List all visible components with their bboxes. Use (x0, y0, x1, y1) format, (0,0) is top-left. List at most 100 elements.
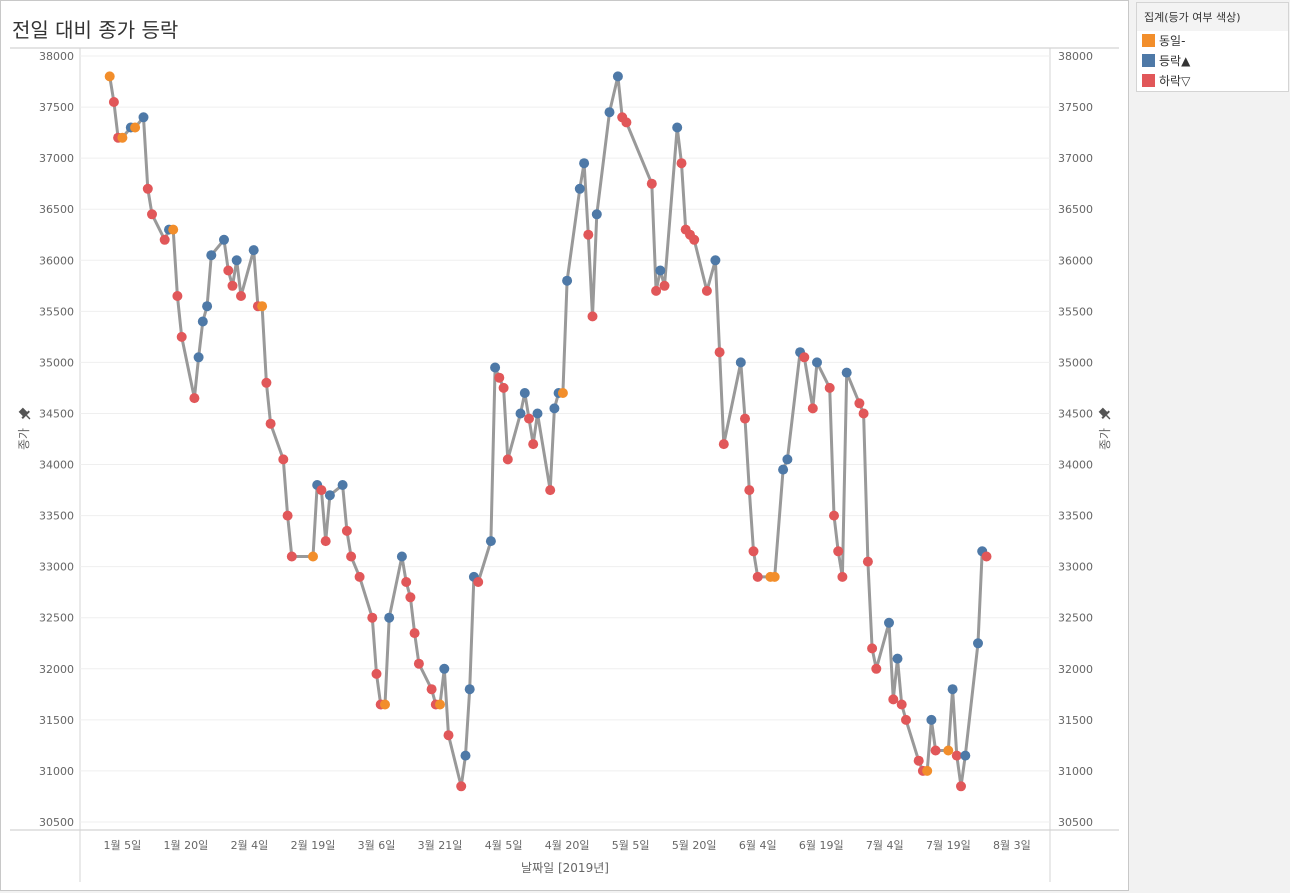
legend-label-same: 동일- (1159, 34, 1186, 48)
data-point-down (528, 439, 539, 450)
data-point-up (549, 403, 560, 414)
x-tick-label: 2월 4일 (231, 838, 269, 852)
y-tick-label-right: 33000 (1058, 561, 1093, 574)
data-point-up (532, 408, 543, 419)
data-point-same (943, 745, 954, 756)
pin-icon (18, 407, 31, 420)
data-point-same (130, 122, 141, 133)
y-axis-title-left-text: 종가 (17, 428, 31, 450)
data-point-down (824, 382, 835, 393)
data-point-down (494, 372, 505, 383)
data-point-same (922, 765, 933, 776)
data-point-down (147, 209, 157, 220)
x-tick-label: 1월 5일 (103, 838, 141, 852)
data-point-up (574, 183, 585, 194)
data-point-up (960, 750, 971, 761)
data-point-same (308, 551, 318, 562)
y-tick-label-right: 35500 (1058, 305, 1093, 318)
data-point-down (405, 592, 416, 603)
legend-label-up: 등락▲ (1159, 54, 1191, 68)
series-line (108, 74, 988, 788)
y-tick-label-left: 33000 (39, 561, 74, 574)
data-point-up (710, 255, 721, 266)
data-point-down (456, 781, 467, 792)
data-point-up (778, 464, 789, 475)
data-point-up (197, 316, 208, 327)
data-point-down (371, 668, 382, 679)
y-axis-title-right: 종가 (1098, 428, 1112, 450)
data-point-up (485, 536, 496, 547)
data-point-down (718, 439, 729, 450)
data-point-up (384, 612, 395, 623)
data-point-down (583, 229, 594, 240)
x-tick-label: 6월 4일 (739, 838, 777, 852)
x-tick-label: 5월 20일 (672, 838, 717, 852)
data-point-up (782, 454, 793, 465)
data-point-down (108, 97, 119, 107)
data-point-up (193, 352, 204, 363)
legend-item-same[interactable]: 동일- (1137, 31, 1288, 51)
data-point-down (867, 643, 878, 654)
legend: 집계(등가 여부 색상) 동일- 등락▲ 하락▽ (1136, 2, 1289, 92)
x-tick-label: 4월 20일 (545, 838, 590, 852)
y-tick-label-left: 35500 (39, 305, 74, 318)
y-tick-label-left: 38000 (39, 50, 74, 63)
x-axis-title: 날짜일 [2019년] (521, 861, 609, 875)
y-tick-label-left: 34000 (39, 459, 74, 472)
legend-item-up[interactable]: 등락▲ (1137, 51, 1288, 71)
legend-title: 집계(등가 여부 색상) (1137, 3, 1288, 31)
data-point-down (871, 663, 882, 674)
y-tick-label-right: 32000 (1058, 663, 1093, 676)
data-point-down (341, 525, 352, 536)
data-point-down (659, 280, 670, 291)
data-point-down (223, 265, 234, 276)
data-point-down (888, 694, 899, 705)
data-point-down (956, 781, 966, 792)
data-point-down (172, 291, 183, 301)
data-point-down (401, 577, 412, 587)
data-point-down (651, 285, 662, 296)
data-point-up (231, 255, 242, 266)
data-point-up (812, 357, 822, 368)
data-point-down (829, 510, 839, 521)
data-point-up (138, 112, 149, 123)
data-point-down (354, 571, 365, 582)
data-point-up (612, 71, 623, 82)
data-point-down (265, 418, 276, 429)
legend-label-down: 하락▽ (1159, 74, 1191, 88)
data-point-up (464, 684, 475, 695)
data-point-down (807, 403, 818, 414)
data-point-down (701, 285, 712, 296)
data-point-down (646, 178, 657, 189)
data-point-same (380, 699, 390, 710)
pin-icon-bar (21, 410, 30, 419)
data-point-down (236, 291, 246, 301)
data-point-down (689, 234, 700, 245)
legend-item-down[interactable]: 하락▽ (1137, 71, 1288, 91)
x-tick-label: 1월 20일 (164, 838, 209, 852)
x-tick-label: 7월 19일 (926, 838, 971, 852)
y-tick-label-right: 31500 (1058, 714, 1093, 727)
y-tick-label-left: 36000 (39, 254, 74, 267)
data-point-down (858, 408, 869, 419)
data-point-down (981, 551, 992, 562)
y-tick-label-left: 30500 (39, 816, 74, 829)
pin-icon-needle (1105, 414, 1111, 420)
data-point-up (460, 750, 471, 761)
y-tick-label-right: 32500 (1058, 612, 1093, 625)
data-point-up (655, 265, 666, 276)
data-point-down (286, 551, 297, 562)
data-point-down (413, 658, 424, 669)
data-point-down (837, 571, 848, 582)
data-point-down (524, 413, 534, 424)
data-point-down (367, 612, 378, 623)
data-point-up (947, 684, 958, 695)
data-point-up (439, 663, 450, 674)
y-tick-label-left: 37500 (39, 101, 74, 114)
x-tick-label: 6월 19일 (799, 838, 844, 852)
data-point-down (744, 485, 755, 496)
data-point-down (176, 331, 187, 342)
y-axis-title-left: 종가 (17, 428, 31, 450)
chart-panel: 전일 대비 종가 등락 (0, 0, 1129, 891)
